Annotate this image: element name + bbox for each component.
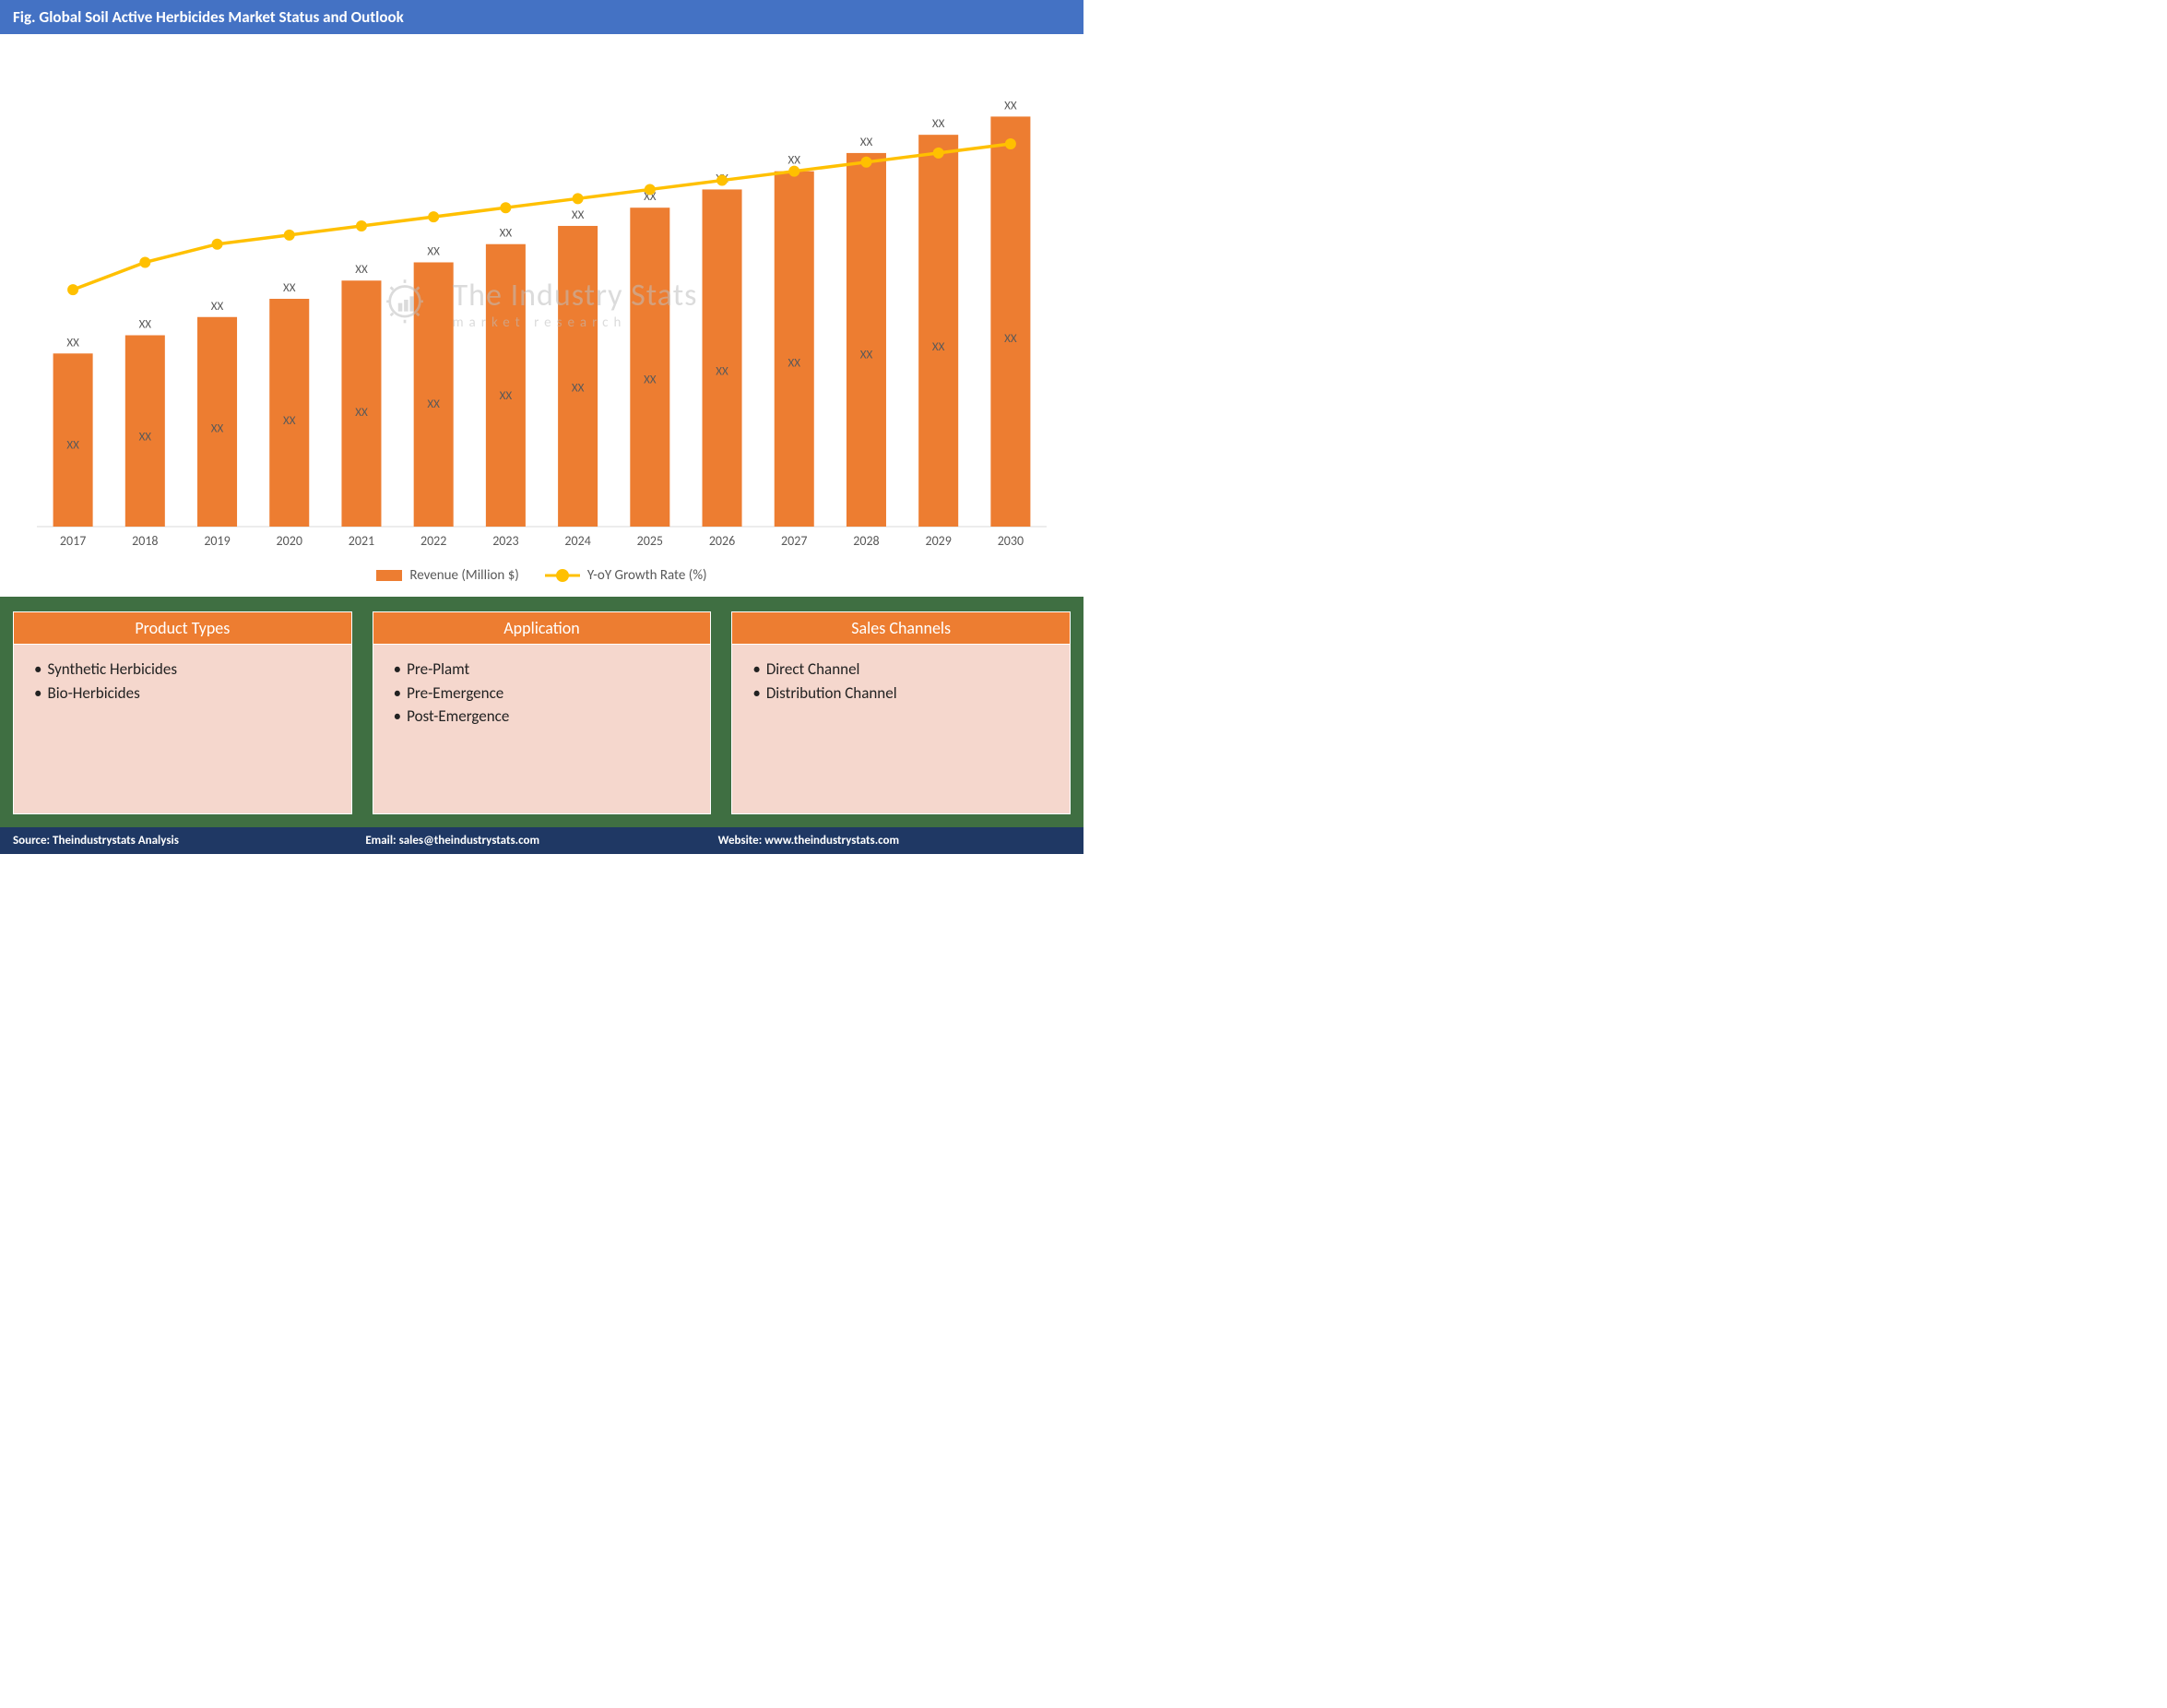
footer-source: Source: Theindustrystats Analysis bbox=[13, 834, 365, 848]
footer-email: Email: sales@theindustrystats.com bbox=[365, 834, 717, 848]
svg-text:2019: 2019 bbox=[204, 533, 230, 549]
svg-text:XX: XX bbox=[860, 349, 873, 362]
svg-text:XX: XX bbox=[283, 281, 296, 295]
svg-text:XX: XX bbox=[283, 414, 296, 428]
svg-text:XX: XX bbox=[211, 422, 224, 436]
svg-text:XX: XX bbox=[1004, 99, 1017, 113]
svg-text:XX: XX bbox=[427, 397, 440, 411]
legend-line: Y-oY Growth Rate (%) bbox=[545, 567, 707, 584]
panel-item: Distribution Channel bbox=[752, 682, 1053, 706]
svg-text:XX: XX bbox=[572, 381, 585, 395]
panel-header: Product Types bbox=[13, 611, 352, 645]
panel-item: Pre-Plamt bbox=[394, 658, 694, 682]
svg-text:XX: XX bbox=[860, 136, 873, 149]
legend-bar: Revenue (Million $) bbox=[376, 567, 518, 584]
chart-area: XX XX 2017 XX XX 2018 XX XX 2019 XX XX 2020 XX XX 2021… bbox=[0, 36, 1084, 560]
panel-body: Pre-PlamtPre-EmergencePost-Emergence bbox=[373, 645, 712, 814]
combo-chart: XX XX 2017 XX XX 2018 XX XX 2019 XX XX 2020 XX XX 2021… bbox=[28, 47, 1056, 554]
panel-body: Direct ChannelDistribution Channel bbox=[731, 645, 1071, 814]
svg-text:XX: XX bbox=[932, 117, 945, 131]
panel-item: Post-Emergence bbox=[394, 705, 694, 729]
legend-line-label: Y-oY Growth Rate (%) bbox=[587, 567, 707, 584]
svg-text:2029: 2029 bbox=[925, 533, 951, 549]
svg-text:2030: 2030 bbox=[998, 533, 1024, 549]
svg-text:2026: 2026 bbox=[709, 533, 735, 549]
chart-legend: Revenue (Million $) Y-oY Growth Rate (%) bbox=[0, 560, 1084, 597]
svg-text:XX: XX bbox=[211, 300, 224, 314]
info-panel: ApplicationPre-PlamtPre-EmergencePost-Em… bbox=[373, 611, 712, 814]
svg-text:XX: XX bbox=[66, 336, 79, 350]
svg-text:2017: 2017 bbox=[60, 533, 86, 549]
svg-text:XX: XX bbox=[66, 439, 79, 453]
panel-item: Synthetic Herbicides bbox=[34, 658, 335, 682]
figure-title: Fig. Global Soil Active Herbicides Marke… bbox=[0, 0, 1084, 36]
panel-header: Sales Channels bbox=[731, 611, 1071, 645]
svg-text:XX: XX bbox=[716, 364, 728, 378]
svg-text:XX: XX bbox=[427, 244, 440, 258]
svg-text:2018: 2018 bbox=[132, 533, 158, 549]
info-panel: Product TypesSynthetic HerbicidesBio-Her… bbox=[13, 611, 352, 814]
svg-text:XX: XX bbox=[932, 340, 945, 354]
panel-item: Bio-Herbicides bbox=[34, 682, 335, 706]
svg-text:2021: 2021 bbox=[349, 533, 374, 549]
panel-body: Synthetic HerbicidesBio-Herbicides bbox=[13, 645, 352, 814]
svg-text:XX: XX bbox=[355, 406, 368, 420]
svg-text:2022: 2022 bbox=[420, 533, 446, 549]
svg-text:XX: XX bbox=[139, 318, 152, 332]
legend-line-swatch bbox=[545, 569, 580, 582]
figure-container: Fig. Global Soil Active Herbicides Marke… bbox=[0, 0, 1084, 854]
footer-bar: Source: Theindustrystats Analysis Email:… bbox=[0, 827, 1084, 854]
svg-text:XX: XX bbox=[139, 431, 152, 445]
panel-header: Application bbox=[373, 611, 712, 645]
legend-bar-label: Revenue (Million $) bbox=[409, 567, 518, 584]
panel-item: Direct Channel bbox=[752, 658, 1053, 682]
svg-text:2025: 2025 bbox=[637, 533, 663, 549]
svg-text:XX: XX bbox=[1004, 332, 1017, 346]
legend-bar-swatch bbox=[376, 570, 402, 581]
svg-text:XX: XX bbox=[500, 227, 513, 241]
svg-text:2020: 2020 bbox=[277, 533, 302, 549]
svg-text:2027: 2027 bbox=[781, 533, 807, 549]
svg-text:XX: XX bbox=[644, 373, 657, 386]
svg-text:XX: XX bbox=[788, 357, 801, 371]
svg-text:2024: 2024 bbox=[564, 533, 590, 549]
svg-text:2023: 2023 bbox=[492, 533, 518, 549]
svg-text:XX: XX bbox=[355, 263, 368, 277]
svg-text:2028: 2028 bbox=[853, 533, 879, 549]
svg-text:XX: XX bbox=[788, 154, 801, 168]
svg-text:XX: XX bbox=[572, 208, 585, 222]
panels-band: Product TypesSynthetic HerbicidesBio-Her… bbox=[0, 597, 1084, 827]
info-panel: Sales ChannelsDirect ChannelDistribution… bbox=[731, 611, 1071, 814]
svg-text:XX: XX bbox=[500, 389, 513, 403]
panel-item: Pre-Emergence bbox=[394, 682, 694, 706]
footer-website: Website: www.theindustrystats.com bbox=[718, 834, 1071, 848]
